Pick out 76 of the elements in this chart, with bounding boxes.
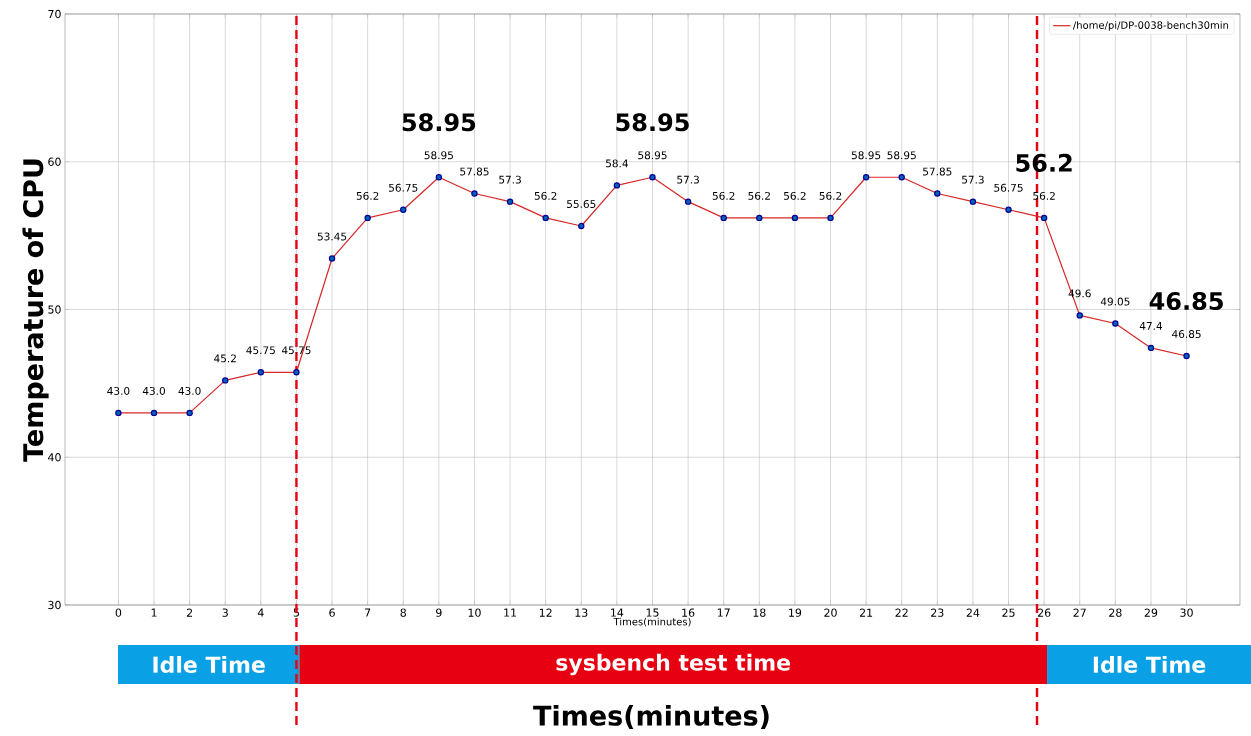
y-tick-label: 40 bbox=[48, 453, 61, 462]
annotation: 58.95 bbox=[616, 113, 689, 132]
x-tick-label: 3 bbox=[222, 608, 228, 617]
x-tick-label: 18 bbox=[753, 608, 766, 617]
data-label: 56.75 bbox=[389, 183, 418, 192]
x-tick-label: 24 bbox=[966, 608, 980, 617]
y-tick-label: 50 bbox=[48, 305, 61, 314]
data-label: 57.85 bbox=[460, 167, 489, 176]
data-label: 56.2 bbox=[819, 191, 842, 200]
x-tick-label: 2 bbox=[186, 608, 193, 617]
x-tick-label: 11 bbox=[504, 608, 517, 617]
data-label: 46.85 bbox=[1172, 330, 1201, 338]
data-label: 56.2 bbox=[712, 191, 735, 200]
annotation: 58.95 bbox=[402, 113, 476, 132]
x-tick-label: 12 bbox=[539, 608, 552, 617]
legend-label: /home/pi/DP-0038-bench30min bbox=[1072, 21, 1229, 31]
x-tick-label: 10 bbox=[468, 608, 481, 617]
series-label: Idle Time bbox=[1093, 655, 1206, 673]
x-tick-label: 26 bbox=[1037, 608, 1051, 617]
x-tick-label: 16 bbox=[682, 608, 695, 617]
x-tick-label: 6 bbox=[329, 608, 335, 617]
y-tick-label: 60 bbox=[48, 157, 61, 166]
x-tick-label: 28 bbox=[1109, 608, 1122, 617]
data-label: 43.0 bbox=[178, 386, 201, 395]
x-tick-label: 30 bbox=[1180, 608, 1193, 617]
data-label: 56.2 bbox=[356, 191, 379, 200]
series-label: Idle Time bbox=[153, 655, 265, 673]
x-axis-title: Times(minutes) bbox=[613, 617, 691, 627]
x-tick-label: 19 bbox=[789, 608, 802, 617]
data-label: 58.95 bbox=[851, 151, 881, 160]
data-label: 47.4 bbox=[1139, 322, 1163, 330]
x-tick-label: 7 bbox=[365, 608, 371, 617]
data-label: 57.3 bbox=[677, 175, 699, 184]
x-tick-label: 9 bbox=[436, 608, 442, 617]
x-tick-label: 23 bbox=[931, 608, 944, 617]
x-tick-label: 27 bbox=[1073, 608, 1086, 617]
data-label: 58.95 bbox=[638, 151, 667, 160]
data-label: 56.2 bbox=[1033, 191, 1055, 200]
data-label: 45.2 bbox=[214, 354, 236, 363]
data-label: 58.95 bbox=[887, 151, 916, 160]
data-label: 53.45 bbox=[317, 232, 347, 241]
data-label: 57.85 bbox=[923, 167, 952, 176]
data-label: 45.75 bbox=[246, 346, 275, 355]
y-tick-label: 30 bbox=[48, 600, 61, 610]
x-tick-label: 17 bbox=[717, 608, 730, 617]
x-tick-label: 22 bbox=[895, 608, 908, 617]
data-label: 56.2 bbox=[748, 191, 770, 200]
x-tick-label: 8 bbox=[400, 608, 406, 617]
series-label: sysbench test time bbox=[556, 653, 791, 676]
x-tick-label: 25 bbox=[1002, 608, 1015, 617]
data-label: 56.75 bbox=[994, 183, 1023, 192]
data-label: 57.3 bbox=[499, 175, 521, 184]
data-label: 58.4 bbox=[606, 159, 628, 168]
text: Times(minutes) bbox=[533, 704, 769, 730]
y-axis-title: Temperature of CPU bbox=[22, 159, 49, 462]
x-tick-label: 29 bbox=[1144, 608, 1158, 617]
x-tick-label: 4 bbox=[257, 608, 264, 617]
data-label: 58.95 bbox=[424, 151, 453, 160]
x-tick-label: 21 bbox=[859, 608, 873, 617]
data-label: 56.2 bbox=[534, 191, 557, 200]
data-label: 43.0 bbox=[107, 386, 130, 395]
x-tick-label: 14 bbox=[611, 608, 624, 617]
data-label: 57.3 bbox=[962, 175, 984, 184]
x-tick-label: 15 bbox=[646, 608, 659, 617]
annotation: 56.2 bbox=[1016, 153, 1072, 172]
data-label: 43.0 bbox=[142, 386, 165, 395]
annotation: 46.85 bbox=[1149, 291, 1223, 311]
data-label: 49.6 bbox=[1068, 289, 1091, 298]
x-tick-label: 13 bbox=[575, 608, 588, 617]
y-tick-label: 70 bbox=[48, 9, 61, 19]
data-label: 55.65 bbox=[567, 200, 596, 208]
x-tick-label: 20 bbox=[824, 608, 837, 617]
data-label: 49.05 bbox=[1100, 297, 1130, 306]
x-tick-label: 0 bbox=[115, 608, 122, 617]
x-tick-label: 1 bbox=[151, 608, 157, 617]
data-label: 56.2 bbox=[784, 191, 806, 200]
